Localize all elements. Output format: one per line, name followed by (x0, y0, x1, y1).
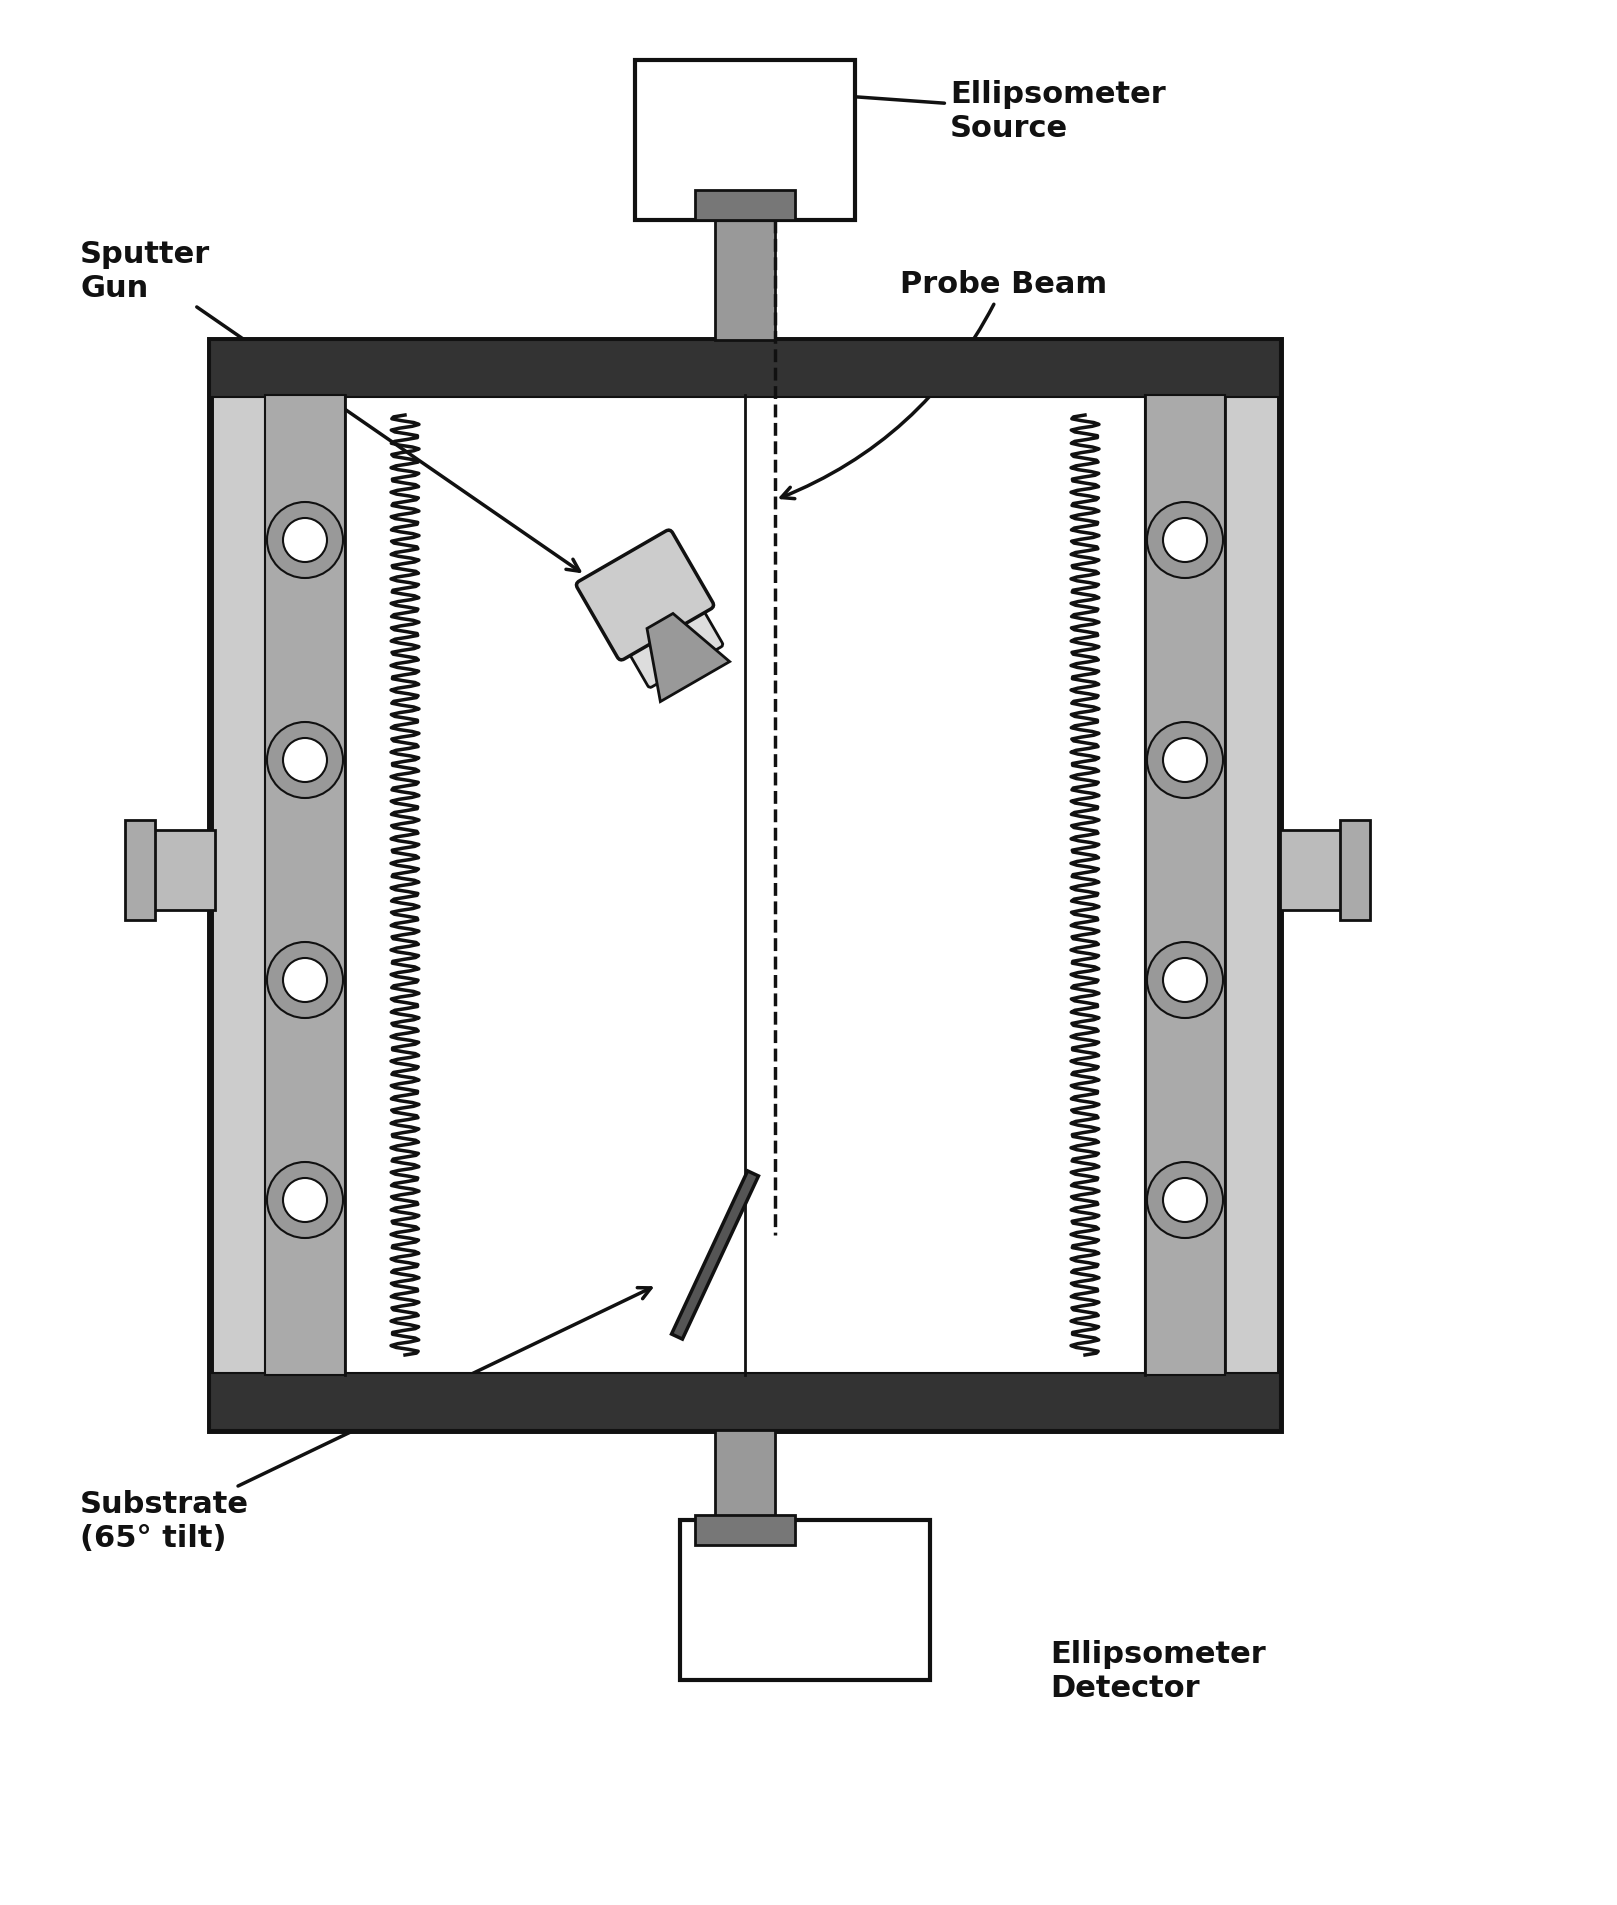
FancyBboxPatch shape (576, 530, 713, 659)
Bar (635, 59, 855, 219)
Text: Ellipsometer
Detector: Ellipsometer Detector (1049, 1640, 1266, 1703)
Bar (150, 831, 215, 911)
Bar (265, 394, 344, 1375)
Circle shape (1163, 518, 1206, 562)
Circle shape (1163, 737, 1206, 781)
Bar (265, 394, 1226, 1375)
Circle shape (1146, 941, 1222, 1017)
Bar (695, 190, 796, 219)
Bar (1340, 819, 1370, 920)
Bar (681, 1520, 930, 1680)
Bar (1281, 831, 1345, 911)
Bar (125, 819, 155, 920)
Circle shape (267, 941, 343, 1017)
Circle shape (1163, 1177, 1206, 1221)
FancyBboxPatch shape (592, 547, 723, 688)
Circle shape (1146, 503, 1222, 577)
Bar (715, 219, 775, 339)
Circle shape (283, 958, 327, 1002)
Polygon shape (671, 1172, 758, 1339)
Bar (210, 339, 1281, 1431)
Circle shape (283, 1177, 327, 1221)
Text: Substrate
(65° tilt): Substrate (65° tilt) (79, 1288, 652, 1553)
Circle shape (1163, 958, 1206, 1002)
Circle shape (283, 518, 327, 562)
Circle shape (267, 722, 343, 798)
Circle shape (267, 503, 343, 577)
Text: Probe Beam: Probe Beam (781, 271, 1108, 499)
Circle shape (1146, 1162, 1222, 1238)
Bar (210, 1374, 1281, 1431)
Text: Sputter
Gun: Sputter Gun (79, 240, 579, 572)
Circle shape (1146, 722, 1222, 798)
Circle shape (283, 737, 327, 781)
Text: Ellipsometer
Source: Ellipsometer Source (766, 80, 1166, 143)
Bar (1145, 394, 1226, 1375)
Bar (715, 1431, 775, 1520)
Circle shape (267, 1162, 343, 1238)
Bar (210, 339, 1281, 396)
Polygon shape (647, 613, 729, 701)
Bar (695, 1514, 796, 1545)
